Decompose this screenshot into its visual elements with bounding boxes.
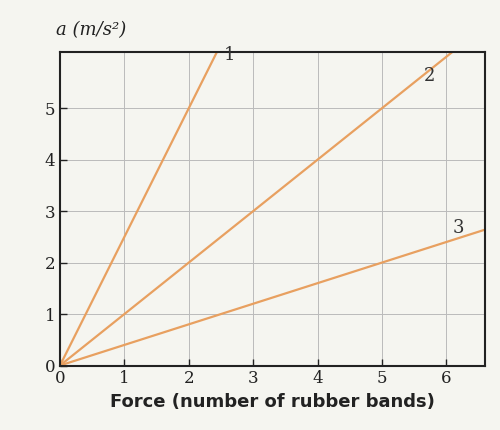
Text: a (m/s²): a (m/s²) — [56, 21, 126, 39]
Text: 1: 1 — [224, 46, 235, 64]
X-axis label: Force (number of rubber bands): Force (number of rubber bands) — [110, 393, 435, 411]
Text: 2: 2 — [424, 67, 435, 85]
Text: 3: 3 — [453, 219, 464, 237]
